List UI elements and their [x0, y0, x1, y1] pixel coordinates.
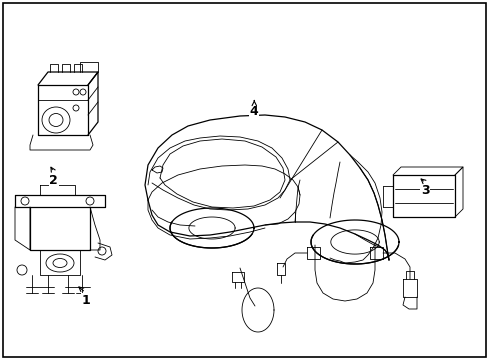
Text: 2: 2 — [49, 174, 58, 186]
Text: 1: 1 — [81, 294, 90, 307]
Text: 4: 4 — [249, 105, 258, 118]
Text: 3: 3 — [420, 184, 429, 197]
